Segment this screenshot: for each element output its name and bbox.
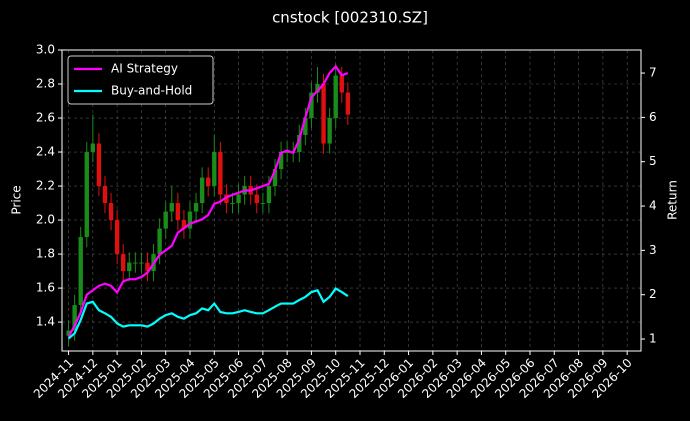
y2-tick-label: 2: [649, 287, 657, 301]
candle-body: [84, 152, 89, 238]
candle-body: [339, 75, 344, 93]
candle-body: [102, 186, 108, 204]
candle-body: [181, 220, 187, 229]
candle-body: [127, 262, 132, 272]
y-tick-label: 2.4: [36, 145, 55, 159]
candle-body: [254, 194, 259, 204]
candle-body: [212, 152, 217, 187]
candle-body: [236, 194, 241, 204]
candle-body: [157, 228, 162, 255]
y-tick-label: 2.0: [36, 213, 55, 227]
candle-body: [315, 84, 320, 93]
y-axis-label: Price: [10, 185, 24, 214]
candle-body: [266, 186, 272, 204]
candle-body: [199, 177, 205, 204]
chart-title: cnstock [002310.SZ]: [272, 9, 428, 27]
candle-body: [139, 262, 144, 264]
candle-body: [133, 262, 138, 264]
y-tick-label: 1.8: [36, 247, 55, 261]
candle-body: [108, 203, 114, 221]
legend-label: AI Strategy: [111, 62, 178, 76]
candle-body: [333, 75, 338, 119]
legend-label: Buy-and-Hold: [111, 84, 192, 98]
y-tick-label: 3.0: [36, 43, 55, 57]
y2-tick-label: 4: [649, 199, 657, 213]
candle-body: [169, 203, 174, 212]
y-tick-label: 2.8: [36, 77, 55, 91]
candle-body: [193, 203, 199, 212]
candle-body: [260, 203, 266, 205]
candle-body: [114, 220, 120, 255]
candle-body: [163, 211, 168, 229]
candle-body: [309, 92, 314, 119]
candle-body: [90, 143, 96, 153]
candle-body: [187, 211, 193, 229]
legend-box: [67, 55, 214, 105]
candle-body: [66, 330, 71, 336]
candle-body: [345, 92, 351, 115]
plot-frame: [61, 49, 642, 352]
y2-axis-label: Return: [666, 180, 680, 220]
y-tick-label: 1.4: [36, 315, 55, 329]
series-line: [67, 64, 349, 338]
candle-body: [230, 203, 235, 205]
y-tick-label: 2.6: [36, 111, 55, 125]
candle-body: [297, 135, 302, 153]
y2-tick-label: 6: [649, 110, 657, 124]
candle-body: [218, 152, 223, 195]
candle-body: [96, 143, 102, 187]
candle-body: [78, 237, 83, 306]
candle-body: [278, 152, 284, 170]
y2-tick-label: 1: [649, 332, 657, 346]
candle-body: [175, 203, 181, 221]
candle-body: [321, 84, 326, 144]
y-tick-label: 2.2: [36, 179, 55, 193]
candle-body: [206, 177, 211, 187]
y2-tick-label: 7: [649, 66, 657, 80]
candle-body: [224, 194, 229, 204]
y-tick-label: 1.6: [36, 281, 55, 295]
candle-body: [303, 118, 308, 136]
y2-tick-label: 5: [649, 154, 657, 168]
candle-body: [121, 254, 126, 272]
candle-body: [145, 262, 150, 272]
y2-tick-label: 3: [649, 243, 657, 257]
legend: AI Strategy Buy-and-Hold: [67, 55, 214, 105]
candle-body: [327, 118, 332, 144]
candle-body: [72, 305, 77, 331]
series-line: [67, 287, 349, 340]
candle-body: [284, 152, 290, 154]
candle-body: [272, 169, 278, 187]
